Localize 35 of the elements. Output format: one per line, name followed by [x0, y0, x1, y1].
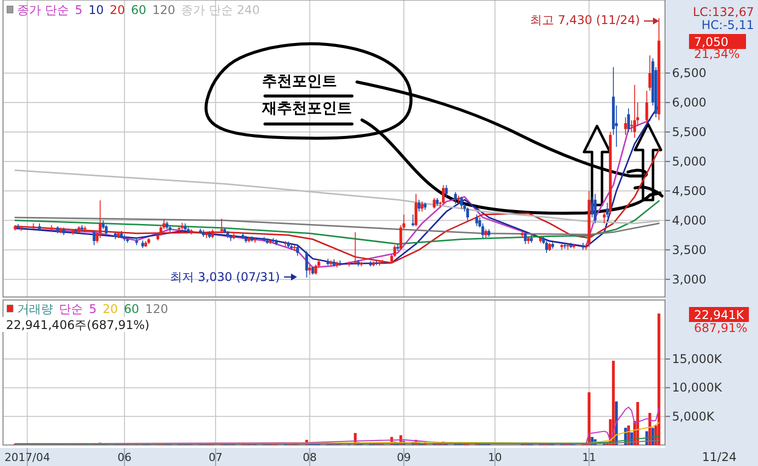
- x-tick-label: 08: [302, 451, 317, 464]
- legend-label: 거래량: [17, 302, 53, 316]
- y-tick-label: 3,500: [672, 242, 706, 257]
- text: HC:-5,11: [702, 18, 754, 32]
- text: 21,34%: [694, 47, 740, 61]
- x-tick-label: 2017/04: [4, 451, 50, 464]
- text: 11/24: [702, 450, 737, 464]
- text: LC:132,67: [692, 5, 754, 19]
- annotation: 22,941,406주(687,91%): [6, 318, 150, 332]
- x-tick-label: 10: [488, 451, 502, 464]
- annotation: 재추천포인트: [261, 99, 352, 117]
- legend: 종가 단순 5 10 20 60 120 종가 단순 240: [6, 3, 260, 17]
- y-tick-label: 5,000: [672, 154, 706, 168]
- y-tick-label: 3,000: [672, 272, 706, 286]
- x-tick-label: 06: [117, 451, 132, 464]
- x-tick-label: 09: [396, 451, 411, 464]
- x-tick-label: 11: [582, 451, 596, 464]
- y-tick-label: 5,500: [672, 125, 706, 139]
- annotation: 최고 7,430 (11/24): [530, 13, 640, 27]
- text: 22,941K: [694, 308, 745, 322]
- annotation: 추천포인트: [262, 72, 337, 90]
- text: 7,050: [694, 35, 728, 49]
- y-tick-label: 4,500: [672, 184, 706, 198]
- legend-title: 단순: [59, 302, 83, 316]
- y-tick-label: 5,000K: [672, 409, 716, 424]
- annotation: 최저 3,030 (07/31): [170, 270, 280, 284]
- y-tick-label: 6,000: [672, 96, 706, 110]
- y-tick-label: 15,000K: [672, 352, 723, 366]
- legend: 거래량 단순 5 20 60 120: [6, 302, 168, 316]
- y-tick-label: 6,500: [672, 66, 706, 80]
- text: 687,91%: [694, 321, 748, 335]
- x-tick-label: 07: [208, 451, 223, 464]
- legend-title: 종가 단순: [17, 3, 69, 17]
- y-tick-label: 4,000: [672, 213, 706, 228]
- y-tick-label: 10,000K: [672, 380, 723, 395]
